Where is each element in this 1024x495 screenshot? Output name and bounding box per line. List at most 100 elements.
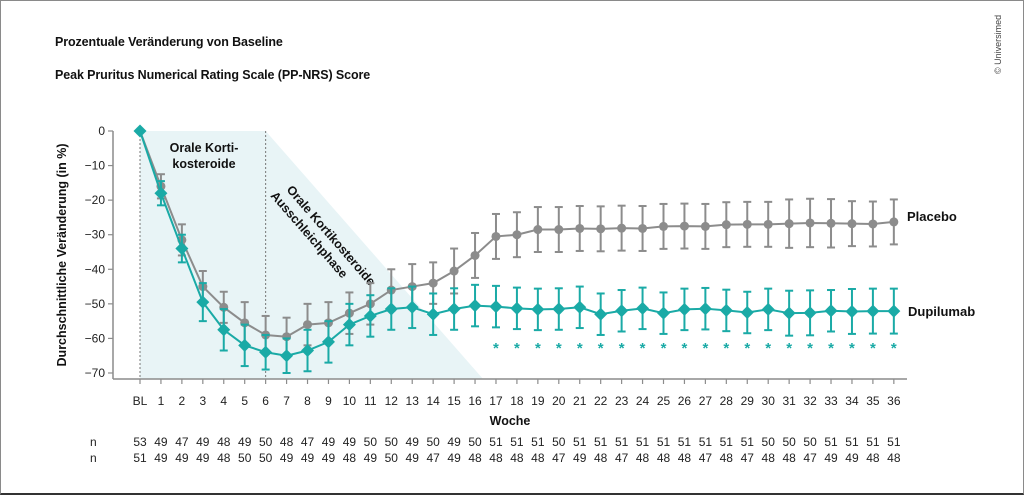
x-tick-label: 1 xyxy=(158,394,165,408)
y-tick-label: −10 xyxy=(85,159,106,173)
data-point xyxy=(554,225,564,235)
n-dupilumab: 49 xyxy=(154,451,168,465)
n-placebo: 50 xyxy=(364,435,378,449)
data-point xyxy=(782,306,796,320)
n-placebo: 51 xyxy=(594,435,608,449)
n-dupilumab: 48 xyxy=(866,451,880,465)
n-placebo: 49 xyxy=(154,435,168,449)
data-point xyxy=(805,218,815,228)
n-placebo: 51 xyxy=(845,435,859,449)
n-dupilumab: 48 xyxy=(510,451,524,465)
n-placebo: 51 xyxy=(741,435,755,449)
x-tick-label: 2 xyxy=(179,394,186,408)
x-tick-label: 21 xyxy=(573,394,587,408)
x-tick-label: 7 xyxy=(283,394,290,408)
significance-star: * xyxy=(828,340,834,357)
n-row-label: n xyxy=(90,451,97,465)
data-point xyxy=(679,221,689,231)
x-axis-title: Woche xyxy=(490,414,531,428)
y-tick-label: −20 xyxy=(85,193,106,207)
data-point xyxy=(573,300,587,314)
data-point xyxy=(887,304,901,318)
n-placebo: 49 xyxy=(238,435,252,449)
n-placebo: 51 xyxy=(699,435,713,449)
n-placebo: 53 xyxy=(133,435,147,449)
data-point xyxy=(803,306,817,320)
significance-star: * xyxy=(556,340,562,357)
significance-star: * xyxy=(619,340,625,357)
data-point xyxy=(512,230,522,240)
n-dupilumab: 47 xyxy=(426,451,440,465)
data-point xyxy=(259,345,273,359)
x-tick-label: 3 xyxy=(199,394,206,408)
x-tick-label: 33 xyxy=(824,394,838,408)
significance-star: * xyxy=(514,340,520,357)
x-tick-label: 4 xyxy=(220,394,227,408)
data-point xyxy=(468,299,482,313)
n-placebo: 47 xyxy=(301,435,315,449)
significance-star: * xyxy=(723,340,729,357)
n-placebo: 50 xyxy=(385,435,399,449)
x-tick-label: 15 xyxy=(447,394,461,408)
n-dupilumab: 47 xyxy=(741,451,755,465)
n-dupilumab: 49 xyxy=(364,451,378,465)
n-placebo: 51 xyxy=(510,435,524,449)
data-point xyxy=(426,307,440,321)
series xyxy=(133,124,901,374)
n-dupilumab: 48 xyxy=(720,451,734,465)
x-tick-label: 29 xyxy=(741,394,755,408)
significance-star: * xyxy=(807,340,813,357)
x-tick-label: 13 xyxy=(406,394,420,408)
x-tick-label: 18 xyxy=(510,394,524,408)
data-point xyxy=(238,338,252,352)
n-dupilumab: 48 xyxy=(887,451,901,465)
phase-shading xyxy=(139,131,484,379)
significance-markers: * * * * * * * * * * * * * * * * * * * * xyxy=(493,340,897,357)
n-dupilumab: 48 xyxy=(489,451,503,465)
n-placebo: 51 xyxy=(531,435,545,449)
x-tick-label: 19 xyxy=(531,394,545,408)
y-tick-label: −50 xyxy=(85,297,106,311)
data-point xyxy=(510,301,524,315)
x-tick-label: 14 xyxy=(426,394,440,408)
data-point xyxy=(615,304,629,318)
data-point xyxy=(447,302,461,316)
x-tick-label: 10 xyxy=(343,394,357,408)
n-dupilumab: 47 xyxy=(699,451,713,465)
n-placebo: 49 xyxy=(196,435,210,449)
x-tick-label: 27 xyxy=(699,394,713,408)
x-tick-label: 25 xyxy=(657,394,671,408)
n-placebo: 49 xyxy=(447,435,461,449)
x-tick-label: 16 xyxy=(468,394,482,408)
n-placebo: 51 xyxy=(573,435,587,449)
significance-star: * xyxy=(661,340,667,357)
data-point xyxy=(698,302,712,316)
significance-star: * xyxy=(870,340,876,357)
data-point xyxy=(659,221,668,231)
data-point xyxy=(470,250,480,260)
significance-star: * xyxy=(682,340,688,357)
data-point xyxy=(740,305,754,319)
n-dupilumab: 48 xyxy=(762,451,776,465)
legend-dupilumab: Dupilumab xyxy=(908,304,975,319)
data-point xyxy=(719,303,733,317)
x-tick-label: 26 xyxy=(678,394,692,408)
data-point xyxy=(363,309,377,323)
data-point xyxy=(154,186,168,200)
chart-subtitle: Peak Pruritus Numerical Rating Scale (PP… xyxy=(55,68,371,82)
y-tick-label: 0 xyxy=(98,124,105,138)
n-dupilumab: 49 xyxy=(447,451,461,465)
n-dupilumab: 49 xyxy=(322,451,336,465)
data-point xyxy=(721,220,731,230)
n-dupilumab: 50 xyxy=(238,451,252,465)
x-tick-label: 24 xyxy=(636,394,650,408)
n-dupilumab: 48 xyxy=(782,451,796,465)
data-point xyxy=(489,300,503,314)
data-point xyxy=(700,221,710,231)
data-point xyxy=(826,218,836,228)
y-tick-label: −70 xyxy=(85,366,106,380)
data-point xyxy=(742,219,752,229)
n-placebo: 51 xyxy=(866,435,880,449)
n-dupilumab: 49 xyxy=(573,451,587,465)
